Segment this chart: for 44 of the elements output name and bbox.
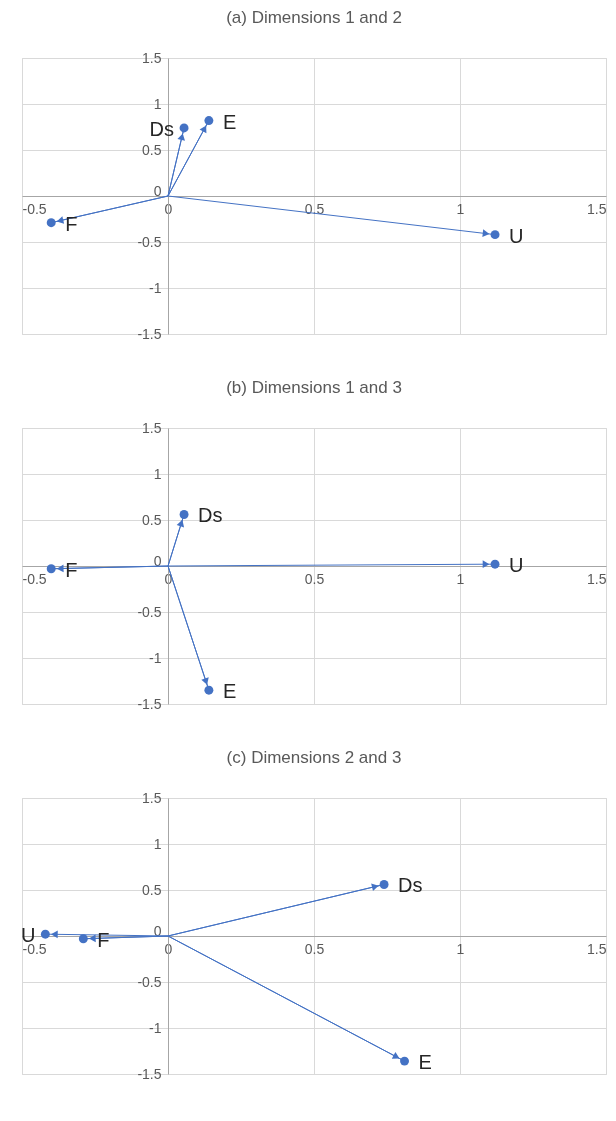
y-tick-label: 0.5	[142, 511, 162, 528]
y-tick-label: -1	[149, 1019, 162, 1036]
x-tick-label: -0.5	[22, 200, 47, 217]
y-tick-label: -0.5	[137, 973, 162, 990]
y-tick-label: 1.5	[142, 789, 162, 806]
x-tick-label: 1.5	[587, 570, 607, 587]
x-tick-label: 1	[456, 570, 465, 587]
y-tick-label: 1.5	[142, 419, 162, 436]
chart-title: (c) Dimensions 2 and 3	[226, 748, 402, 767]
annotation: Ds	[398, 874, 423, 897]
y-tick-label: -1.5	[137, 1065, 162, 1082]
x-tick-label: 1	[456, 940, 465, 957]
x-tick-label: 1	[456, 200, 465, 217]
y-tick-label: 1	[153, 95, 162, 112]
y-tick-label: 1.5	[142, 49, 162, 66]
y-tick-label: 0	[153, 552, 162, 569]
x-tick-label: 0.5	[304, 940, 325, 957]
y-tick-label: 0.5	[142, 141, 162, 158]
y-tick-label: -0.5	[137, 233, 162, 250]
y-tick-label: 1	[153, 835, 162, 852]
annotation: E	[222, 680, 237, 703]
y-tick-label: -0.5	[137, 603, 162, 620]
y-tick-label: 1	[153, 465, 162, 482]
annotation: F	[65, 212, 78, 235]
annotation: E	[222, 110, 237, 133]
x-tick-label: -0.5	[22, 570, 47, 587]
x-tick-label: 1.5	[587, 940, 607, 957]
y-tick-label: 0	[153, 922, 162, 939]
annotation: Ds	[149, 117, 175, 140]
chart-title: (a) Dimensions 1 and 2	[226, 8, 402, 27]
y-tick-label: -1.5	[137, 695, 162, 712]
chart-title: (b) Dimensions 1 and 3	[226, 378, 402, 397]
y-tick-label: -1	[149, 649, 162, 666]
annotation: Ds	[198, 504, 223, 527]
y-tick-label: 0	[153, 182, 162, 199]
x-tick-label: 1.5	[587, 200, 607, 217]
x-tick-label: 0.5	[304, 200, 325, 217]
y-tick-label: 0.5	[142, 881, 162, 898]
y-tick-label: -1	[149, 279, 162, 296]
annotation: U	[509, 224, 524, 247]
annotation: E	[418, 1051, 432, 1074]
y-tick-label: -1.5	[137, 325, 162, 342]
x-tick-label: 0.5	[304, 570, 325, 587]
annotation: U	[509, 554, 524, 577]
